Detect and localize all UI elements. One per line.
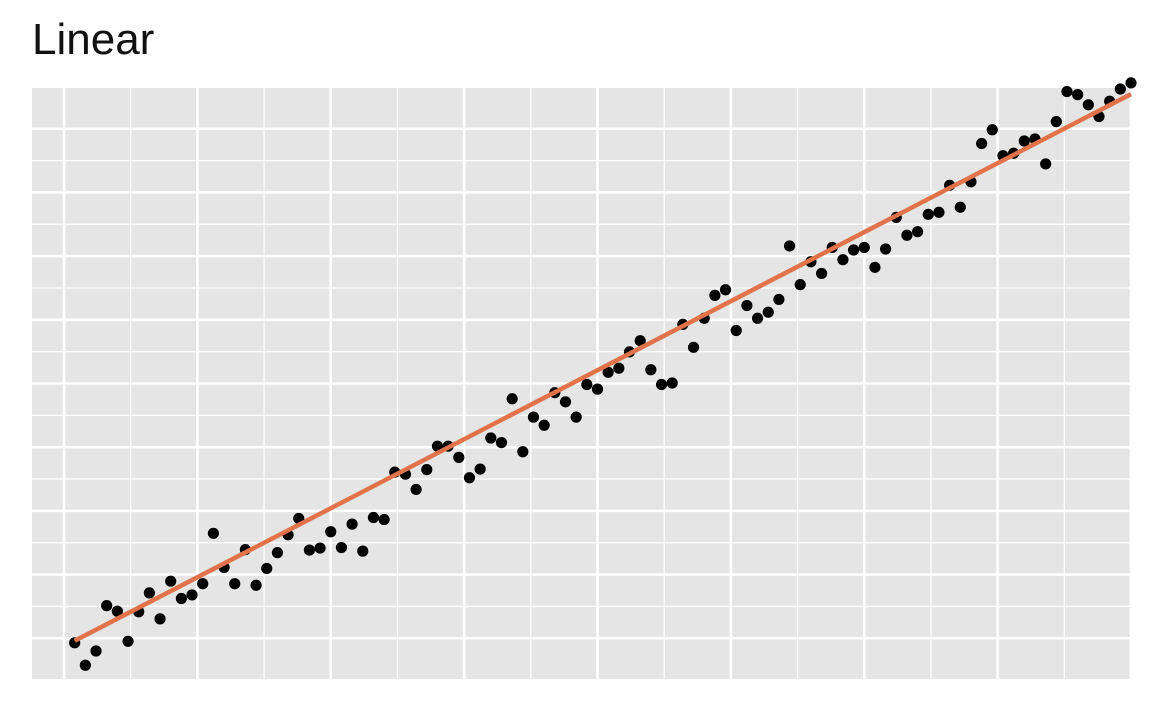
data-point (421, 464, 433, 476)
data-point (570, 411, 582, 423)
data-point (165, 575, 177, 587)
data-point (687, 341, 700, 353)
data-point (762, 306, 774, 318)
data-point (485, 432, 497, 444)
data-point (869, 261, 881, 273)
data-point (175, 592, 187, 605)
data-point (122, 635, 134, 647)
data-point (207, 527, 219, 539)
data-point (666, 377, 678, 389)
data-point (325, 526, 337, 538)
data-point (495, 437, 508, 449)
data-point (517, 446, 529, 458)
data-point (1040, 158, 1052, 170)
data-point (709, 289, 721, 301)
data-point (634, 335, 646, 347)
data-point (314, 542, 326, 554)
fit-line (73, 92, 1133, 643)
data-point (335, 541, 348, 554)
data-point (858, 241, 870, 254)
data-point (773, 293, 785, 306)
data-point (1061, 85, 1073, 98)
data-point (719, 284, 732, 296)
data-point (111, 605, 123, 617)
data-point (261, 562, 273, 575)
data-point (794, 279, 806, 291)
data-point (527, 411, 540, 423)
data-point (357, 545, 369, 557)
fit-line-layer (73, 92, 1133, 643)
data-point (954, 201, 966, 213)
data-point (602, 366, 614, 378)
data-point (79, 659, 91, 671)
data-point (197, 578, 209, 590)
data-point (1050, 116, 1062, 128)
data-point (879, 243, 892, 255)
data-point (847, 244, 860, 256)
data-point (783, 240, 796, 252)
data-point (741, 299, 753, 312)
data-point (901, 229, 913, 241)
data-point (613, 362, 625, 374)
data-point (506, 393, 518, 405)
data-point (591, 383, 604, 395)
data-point (271, 547, 284, 559)
data-point (751, 312, 764, 324)
data-point (474, 463, 486, 475)
data-point (453, 451, 465, 463)
data-point (922, 208, 934, 220)
data-point (378, 513, 390, 526)
data-point (976, 137, 988, 150)
data-point (463, 472, 476, 484)
data-point (1082, 99, 1094, 111)
data-point (730, 324, 742, 337)
data-point (1125, 77, 1137, 89)
data-point (101, 600, 113, 612)
data-point (559, 396, 572, 408)
data-point (229, 578, 241, 590)
data-point (303, 544, 316, 556)
data-point (912, 226, 924, 238)
data-point (815, 267, 828, 280)
data-point (143, 587, 155, 599)
data-point (90, 645, 102, 657)
data-point (1072, 89, 1084, 101)
data-point (1018, 135, 1030, 147)
data-point (410, 483, 422, 496)
data-point (986, 124, 998, 136)
data-point (1114, 83, 1126, 95)
data-point (186, 589, 198, 601)
chart-title: Linear (32, 15, 155, 64)
data-point (431, 440, 444, 452)
data-point (655, 378, 668, 391)
data-point (538, 419, 550, 431)
data-point (154, 613, 166, 625)
grid-lines (32, 88, 1133, 679)
data-point (581, 378, 593, 391)
data-point (837, 254, 849, 266)
data-point (933, 206, 945, 218)
data-point (367, 511, 380, 524)
data-point (250, 579, 262, 591)
data-point (645, 364, 657, 376)
data-point (346, 518, 358, 530)
